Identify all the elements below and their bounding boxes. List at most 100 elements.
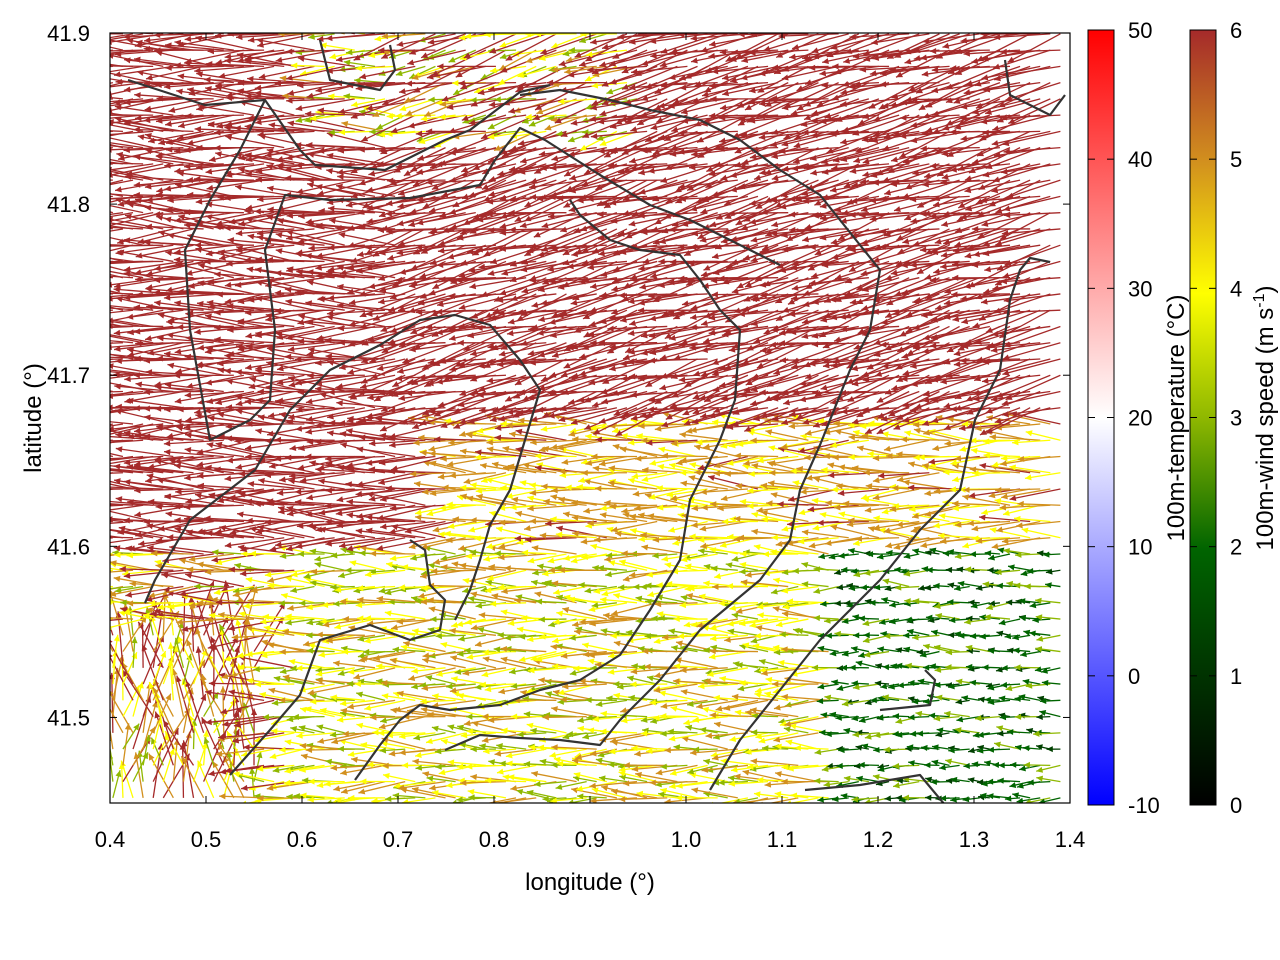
- wind-vector: [268, 455, 325, 468]
- wind-vector-head: [765, 429, 773, 436]
- wind-vector-head: [306, 494, 314, 501]
- wind-vector-head: [164, 493, 171, 500]
- wind-vector-head: [668, 526, 676, 533]
- wind-vector: [947, 417, 990, 425]
- wind-vector-head: [587, 520, 594, 527]
- wind-vector: [205, 618, 255, 621]
- wind-vector-head: [915, 710, 923, 717]
- wind-vector-head: [594, 536, 601, 543]
- wind-vector: [634, 455, 678, 460]
- wind-vector-head: [275, 541, 282, 548]
- wind-vector: [700, 488, 748, 494]
- wind-vector-head: [661, 555, 669, 562]
- wind-vector-head: [185, 497, 193, 504]
- wind-vector-head: [924, 584, 932, 591]
- wind-vector-head: [1013, 582, 1021, 589]
- wind-vector-head: [224, 542, 232, 549]
- wind-vector-head: [468, 390, 475, 397]
- wind-vector-head: [510, 785, 518, 792]
- wind-vector-head: [613, 409, 621, 416]
- wind-vector-head: [187, 687, 194, 695]
- wind-vector-head: [572, 621, 579, 628]
- wind-vector: [366, 492, 426, 506]
- wind-vector-head: [736, 662, 743, 669]
- wind-vector-head: [143, 518, 150, 526]
- wind-vector-head: [158, 525, 165, 532]
- wind-vector-head: [316, 782, 324, 789]
- wind-vector-head: [1005, 685, 1013, 692]
- wind-vector-head: [870, 697, 877, 704]
- wind-vector: [123, 455, 184, 464]
- wind-vector-head: [414, 598, 422, 605]
- wind-vector-head: [1035, 597, 1042, 604]
- wind-vector: [110, 480, 144, 490]
- wind-vector: [902, 480, 950, 490]
- wind-vector: [830, 525, 880, 539]
- wind-vector-head: [771, 415, 779, 422]
- wind-vector-head: [466, 653, 474, 660]
- wind-vector-head: [595, 436, 602, 443]
- wind-vector-head: [566, 731, 574, 738]
- wind-vector-head: [339, 598, 347, 605]
- wind-vector-head: [851, 418, 859, 425]
- wind-vector-head: [173, 503, 181, 510]
- wind-vector-head: [267, 412, 275, 419]
- wind-vector-head: [260, 618, 267, 625]
- wind-vector: [873, 520, 920, 530]
- wind-vector-head: [550, 644, 558, 651]
- wind-vector-head: [929, 547, 937, 554]
- wind-vector-head: [591, 787, 599, 794]
- wind-vector-head: [500, 645, 507, 653]
- wind-vector-head: [220, 686, 227, 693]
- wind-vector-head: [298, 725, 306, 732]
- wind-vector-head: [907, 484, 915, 491]
- wind-vector-head: [279, 668, 287, 675]
- wind-vector-head: [490, 416, 497, 423]
- wind-vector-head: [456, 763, 464, 770]
- wind-vector: [110, 602, 113, 604]
- wind-vector-head: [279, 552, 287, 560]
- wind-vector-head: [385, 485, 392, 492]
- wind-vector-head: [329, 731, 337, 738]
- wind-vector-head: [642, 467, 649, 474]
- wind-vector-head: [699, 726, 707, 733]
- wind-vector-head: [466, 713, 473, 720]
- wind-vector-head: [595, 701, 603, 708]
- wind-vector: [478, 613, 527, 620]
- wind-vector-head: [813, 566, 821, 573]
- wind-vector-head: [92, 596, 99, 602]
- wind-vector-head: [290, 587, 298, 594]
- wind-vector: [373, 650, 416, 660]
- wind-vector-head: [625, 629, 633, 636]
- wind-vector-head: [729, 516, 737, 523]
- wind-vector-head: [509, 668, 516, 675]
- wind-vector-head: [1029, 602, 1037, 609]
- wind-vector-head: [334, 586, 342, 593]
- wind-vector: [458, 537, 507, 551]
- wind-vector: [196, 600, 215, 652]
- wind-vector-head: [411, 683, 418, 690]
- wind-vector: [979, 464, 1031, 474]
- wind-vector-head: [755, 733, 763, 740]
- wind-vector-head: [955, 678, 963, 685]
- wind-vector: [110, 390, 123, 393]
- wind-vector-head: [204, 568, 212, 576]
- wind-vector-head: [792, 480, 800, 487]
- wind-vector-head: [467, 788, 475, 795]
- wind-vector-head: [680, 556, 688, 563]
- wind-vector-head: [884, 585, 892, 592]
- wind-vector-head: [963, 762, 970, 769]
- wind-vector-head: [579, 678, 586, 685]
- wind-vector-head: [251, 708, 258, 715]
- wind-vector-head: [470, 774, 477, 781]
- wind-vector-head: [160, 650, 167, 658]
- wind-vector-head: [902, 632, 910, 639]
- wind-vector-head: [749, 621, 757, 628]
- wind-vector-head: [314, 422, 322, 429]
- wind-vector-head: [1022, 745, 1030, 752]
- wind-vector-head: [297, 464, 305, 471]
- wind-vector-head: [488, 759, 495, 766]
- wind-vector-head: [985, 427, 993, 434]
- wind-vector-head: [852, 684, 860, 691]
- wind-vector-head: [750, 707, 757, 714]
